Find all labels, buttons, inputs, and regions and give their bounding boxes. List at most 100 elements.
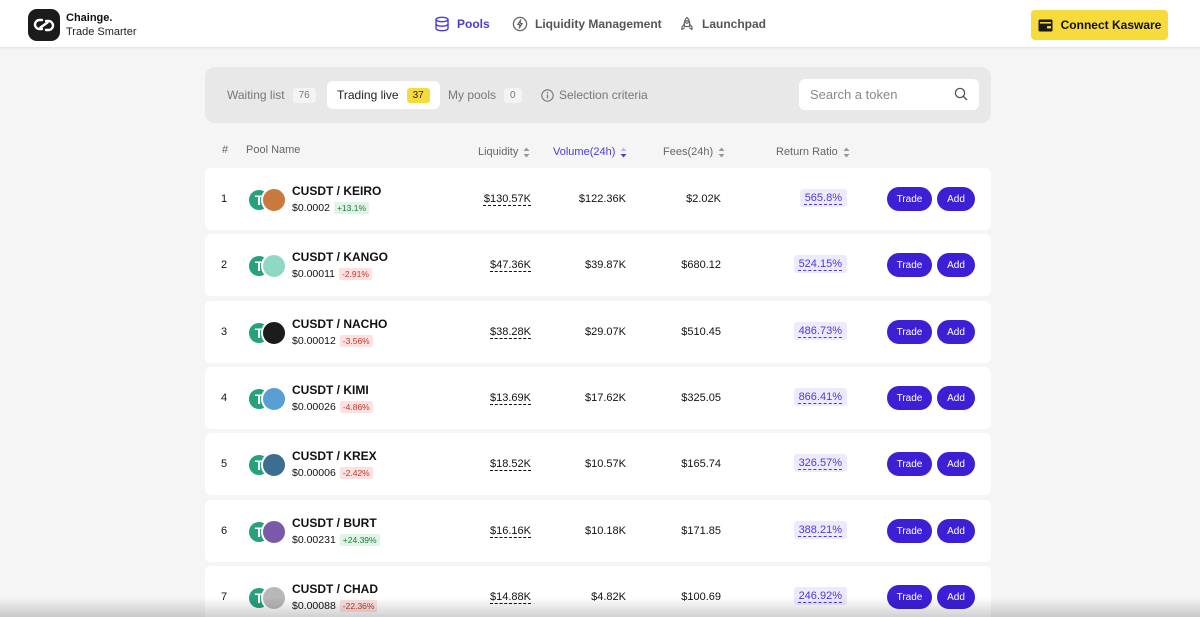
info-icon [541,88,554,102]
column-return-ratio-label: Return Ratio [776,146,838,158]
tab-waiting-list[interactable]: Waiting list 76 [217,81,326,109]
row-rank: 5 [221,458,228,470]
lightning-circle-icon [512,16,528,32]
token-avatar [261,386,287,412]
row-return-ratio[interactable]: 866.41% [793,388,847,406]
column-liquidity[interactable]: Liquidity [478,146,530,158]
row-rank: 3 [221,326,228,338]
rocket-icon [681,16,693,31]
row-liquidity[interactable]: $47.36K [490,259,531,271]
row-return-ratio[interactable]: 486.73% [793,322,847,340]
pair-avatars: T [247,320,287,346]
row-price-change: -2.91% [339,268,372,280]
row-pair-name[interactable]: CUSDT / CHAD [292,582,378,596]
pair-avatars: T [247,253,287,279]
row-price-value: $0.0002 [292,202,330,214]
token-avatar [261,585,287,611]
row-volume: $29.07K [585,326,626,338]
add-button[interactable]: Add [937,187,975,211]
add-button[interactable]: Add [937,585,975,609]
row-price-value: $0.00012 [292,335,336,347]
trade-button[interactable]: Trade [887,585,932,609]
pair-avatars: T [247,585,287,611]
column-fees-label: Fees(24h) [663,146,714,158]
row-return-ratio[interactable]: 565.8% [799,189,847,207]
sort-desc-icon [620,147,627,157]
row-volume: $122.36K [578,193,626,205]
token-avatar [261,253,287,279]
row-price-value: $0.00011 [292,268,336,280]
column-volume[interactable]: Volume(24h) [553,146,627,158]
nav-liquidity-management[interactable]: Liquidity Management [512,0,662,48]
row-price: $0.00011 -2.91% [292,268,372,280]
selection-criteria-link[interactable]: Selection criteria [541,81,648,109]
row-liquidity[interactable]: $38.28K [490,326,531,338]
row-pair-name[interactable]: CUSDT / KEIRO [292,184,382,198]
trade-button[interactable]: Trade [887,519,932,543]
brand-tagline: Trade Smarter [66,26,137,38]
trade-button[interactable]: Trade [887,320,932,344]
column-fees[interactable]: Fees(24h) [663,146,725,158]
row-return-ratio[interactable]: 524.15% [793,255,847,273]
table-row: 7 T CUSDT / CHAD $0.00088 -22.36% $14.88… [205,566,991,617]
row-return-ratio[interactable]: 326.57% [793,454,847,472]
row-pair-name[interactable]: CUSDT / KIMI [292,383,369,397]
nav-liquidity-label: Liquidity Management [535,17,662,31]
top-header: Chainge. Trade Smarter Pools Liquidity M… [0,0,1200,48]
token-avatar [261,320,287,346]
tab-trading-count: 37 [406,87,430,103]
pair-avatars: T [247,187,287,213]
column-pool-name-label: Pool Name [246,144,301,156]
add-button[interactable]: Add [937,452,975,476]
sort-icon [718,147,725,157]
column-return-ratio[interactable]: Return Ratio [776,146,850,158]
row-return-ratio[interactable]: 388.21% [793,521,847,539]
row-liquidity[interactable]: $14.88K [490,591,531,603]
row-volume: $10.18K [585,525,626,537]
tab-my-pools[interactable]: My pools 0 [438,81,532,109]
add-button[interactable]: Add [937,253,975,277]
row-price-value: $0.00231 [292,534,336,546]
nav-pools[interactable]: Pools [434,0,490,48]
row-rank: 2 [221,259,228,271]
row-liquidity[interactable]: $130.57K [483,193,531,205]
search-input[interactable] [810,87,950,102]
row-rank: 1 [221,193,228,205]
database-icon [435,16,449,32]
chainge-logo[interactable] [28,9,60,41]
nav-launchpad[interactable]: Launchpad [679,0,766,48]
table-row: 4 T CUSDT / KIMI $0.00026 -4.86% $13.69K… [205,367,991,429]
row-pair-name[interactable]: CUSDT / KANGO [292,250,388,264]
row-liquidity[interactable]: $16.16K [490,525,531,537]
row-volume: $17.62K [585,392,626,404]
row-price-change: +13.1% [333,202,370,214]
row-liquidity[interactable]: $18.52K [490,458,531,470]
selection-criteria-label: Selection criteria [559,88,648,102]
trade-button[interactable]: Trade [887,187,932,211]
trade-button[interactable]: Trade [887,452,932,476]
tab-trading-live[interactable]: Trading live 37 [327,81,440,109]
row-liquidity[interactable]: $13.69K [490,392,531,404]
pair-avatars: T [247,386,287,412]
row-return-ratio[interactable]: 246.92% [793,587,847,605]
trade-button[interactable]: Trade [887,253,932,277]
row-pair-name[interactable]: CUSDT / BURT [292,516,377,530]
connect-wallet-button[interactable]: Connect Kasware [1031,10,1168,40]
add-button[interactable]: Add [937,320,975,344]
table-row: 3 T CUSDT / NACHO $0.00012 -3.56% $38.28… [205,301,991,363]
row-pair-name[interactable]: CUSDT / NACHO [292,317,388,331]
trade-button[interactable]: Trade [887,386,932,410]
add-button[interactable]: Add [937,386,975,410]
row-price-change: -22.36% [339,600,378,612]
pair-avatars: T [247,452,287,478]
row-pair-name[interactable]: CUSDT / KREX [292,449,377,463]
tab-waiting-label: Waiting list [227,88,285,102]
add-button[interactable]: Add [937,519,975,543]
row-price-value: $0.00088 [292,600,336,612]
row-fees: $171.85 [681,525,721,537]
row-price: $0.0002 +13.1% [292,202,370,214]
search-icon[interactable] [954,87,968,101]
connect-wallet-label: Connect Kasware [1060,18,1162,32]
tab-mypools-label: My pools [448,88,497,102]
bottom-shadow [0,597,1200,617]
